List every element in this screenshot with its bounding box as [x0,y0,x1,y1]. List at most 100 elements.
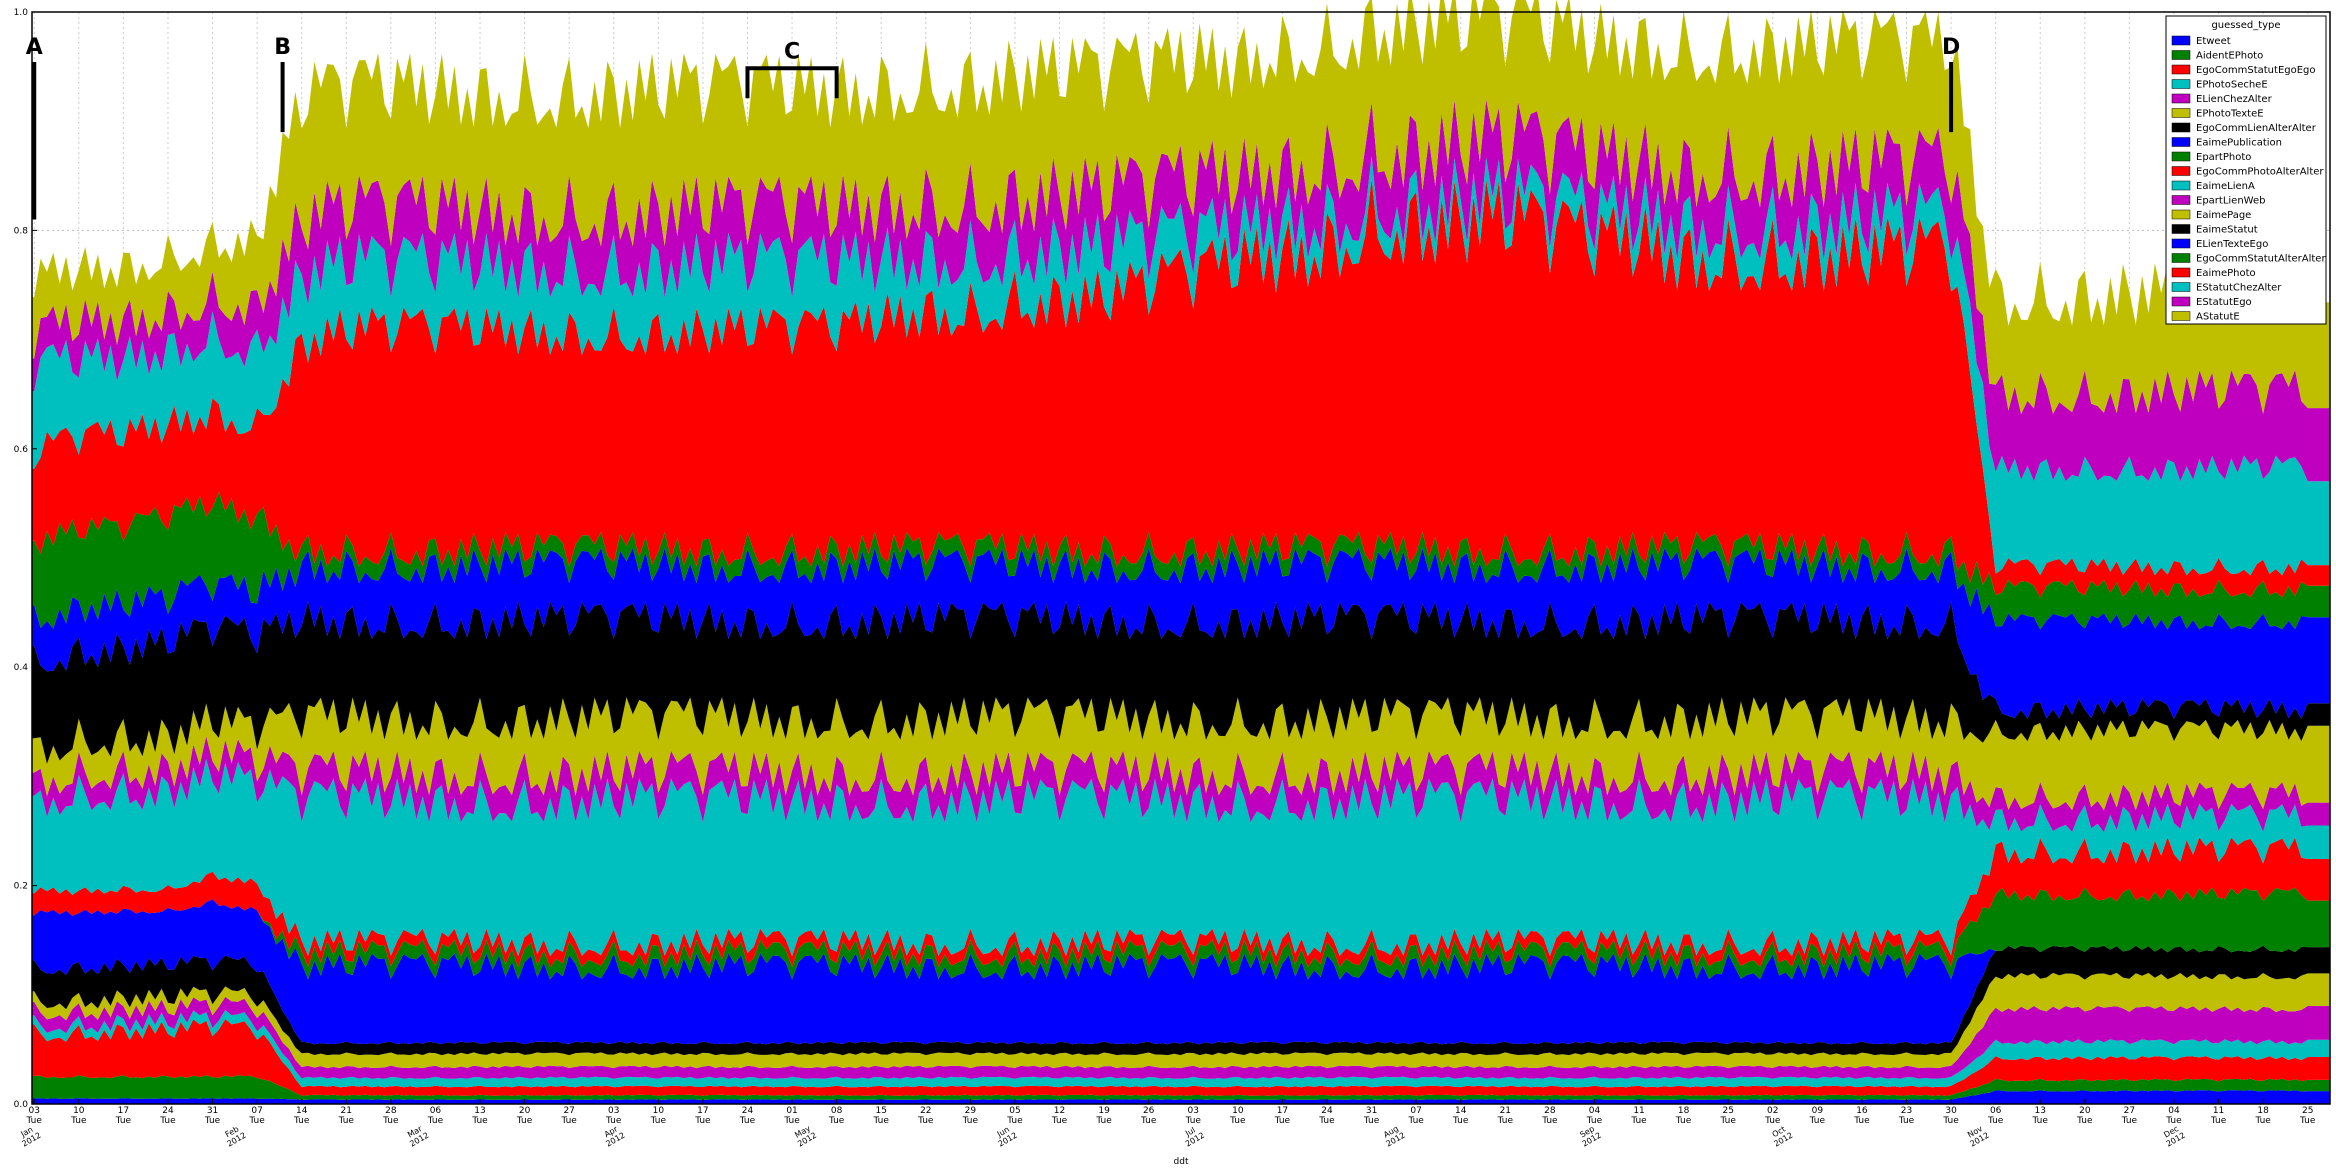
x-tick-label-weekday: Tue [739,1116,756,1126]
legend-item: EPhotoSecheE [2171,79,2268,91]
legend-swatch [2171,296,2191,307]
x-tick-label-weekday: Tue [1140,1116,1157,1126]
legend-label: EPhotoSecheE [2196,80,2268,91]
x-tick-label-weekday: Tue [1452,1116,1469,1126]
x-tick-label-weekday: Tue [783,1116,800,1126]
x-tick-label-weekday: Tue [427,1116,444,1126]
legend-item: EaimeLienA [2171,180,2255,192]
x-tick-label-weekday: Tue [962,1116,979,1126]
area-series-EgoCommLienAlterAlter [32,945,2330,1056]
x-tick-label-weekday: Tue [2165,1116,2182,1126]
annotation-label: B [274,35,291,60]
x-tick-label-weekday: Tue [1274,1116,1291,1126]
area-series-Etweet [32,1090,2330,1104]
x-tick-label-day: 08 [831,1106,843,1116]
x-tick-label-day: 02 [1767,1106,1778,1116]
legend-label: AidentEPhoto [2196,51,2263,62]
x-tick-label-day: 14 [296,1106,308,1116]
x-tick-label-weekday: Tue [1363,1116,1380,1126]
x-tick-label-weekday: Tue [1095,1116,1112,1126]
x-tick-label-day: 13 [2035,1106,2046,1116]
x-tick-label-day: 03 [1188,1106,1199,1116]
x-tick-label-day: 24 [742,1106,754,1116]
y-tick-label: 1.0 [14,8,29,18]
x-tick-label-weekday: Tue [873,1116,890,1126]
annotations: A B C D [26,35,1960,220]
x-tick-label-day: 23 [1901,1106,1912,1116]
legend-label: EgoCommStatutAlterAlter [2196,254,2326,265]
y-tick-label: 0.4 [14,663,29,673]
y-tick-label: 0.8 [14,226,29,236]
legend-item: EgoCommStatutEgoEgo [2171,64,2316,76]
legend-swatch [2171,35,2191,46]
x-tick-label-day: 07 [251,1106,262,1116]
x-tick-label-weekday: Tue [1942,1116,1959,1126]
legend-item: AStatutE [2171,311,2240,323]
x-tick-label-day: 14 [1455,1106,1467,1116]
x-tick-label-day: 04 [2168,1106,2180,1116]
x-tick-label-day: 17 [1277,1106,1288,1116]
x-tick-label-day: 13 [474,1106,485,1116]
x-tick-label-day: 17 [118,1106,129,1116]
x-tick-label-day: 28 [1544,1106,1556,1116]
annotation-D: D [1942,35,1960,133]
legend-swatch [2171,224,2191,234]
legend-item: EgoCommLienAlterAlter [2171,122,2317,134]
legend: guessed_type Etweet AidentEPhoto EgoCommSt… [2165,15,2327,325]
x-tick-label-weekday: Tue [26,1116,43,1126]
legend-label: AStatutE [2196,312,2240,323]
legend-label: EStatutEgo [2196,297,2252,308]
x-tick-label-weekday: Tue [293,1116,310,1126]
area-series-EaimePhoto [32,178,2330,598]
x-tick-label-day: 27 [563,1106,574,1116]
legend-label: EaimeLienA [2196,181,2255,192]
legend-swatch [2171,166,2191,176]
x-tick-label-weekday: Tue [917,1116,934,1126]
area-series-EpartLienWeb [32,736,2330,833]
x-tick-label-day: 03 [29,1106,40,1116]
annotation-C: C [745,39,839,99]
legend-label: EaimePage [2196,210,2251,221]
area-series-EStatutChezAlter [32,155,2330,576]
legend-swatch [2171,311,2191,321]
x-tick-label-day: 22 [920,1106,931,1116]
x-tick-label-day: 20 [519,1106,531,1116]
legend-item: EStatutEgo [2171,296,2252,308]
x-tick-label-day: 18 [2257,1106,2269,1116]
x-tick-label-weekday: Tue [1675,1116,1692,1126]
x-tick-label-weekday: Tue [1185,1116,1202,1126]
legend-item: EaimePhoto [2171,267,2256,279]
x-tick-label-day: 12 [1054,1106,1065,1116]
area-series-EgoCommPhotoAlterAlter [32,837,2330,967]
annotation-bracket [745,66,839,99]
legend-label: Etweet [2196,36,2231,47]
legend-label: EpartPhoto [2196,152,2251,163]
area-series-EPhotoTexteE [32,972,2330,1069]
x-tick-label-weekday: Tue [1809,1116,1826,1126]
x-tick-label-day: 10 [73,1106,85,1116]
x-tick-label-day: 29 [965,1106,977,1116]
x-tick-label-day: 28 [385,1106,397,1116]
x-tick-label-weekday: Tue [650,1116,667,1126]
x-tick-label-weekday: Tue [1051,1116,1068,1126]
legend-swatch [2171,50,2191,60]
x-tick-label-weekday: Tue [2210,1116,2227,1126]
legend-item: EStatutChezAlter [2171,282,2282,294]
x-tick-label-weekday: Tue [1586,1116,1603,1126]
legend-item: EpartPhoto [2171,151,2251,163]
x-tick-label-day: 11 [2213,1106,2224,1116]
legend-item: EgoCommPhotoAlterAlter [2171,166,2324,178]
x-tick-label-weekday: Tue [1006,1116,1023,1126]
x-tick-label-day: 09 [1812,1106,1824,1116]
x-tick-label-weekday: Tue [1541,1116,1558,1126]
legend-label: EaimePhoto [2196,268,2256,279]
x-tick-label-day: 04 [1589,1106,1601,1116]
